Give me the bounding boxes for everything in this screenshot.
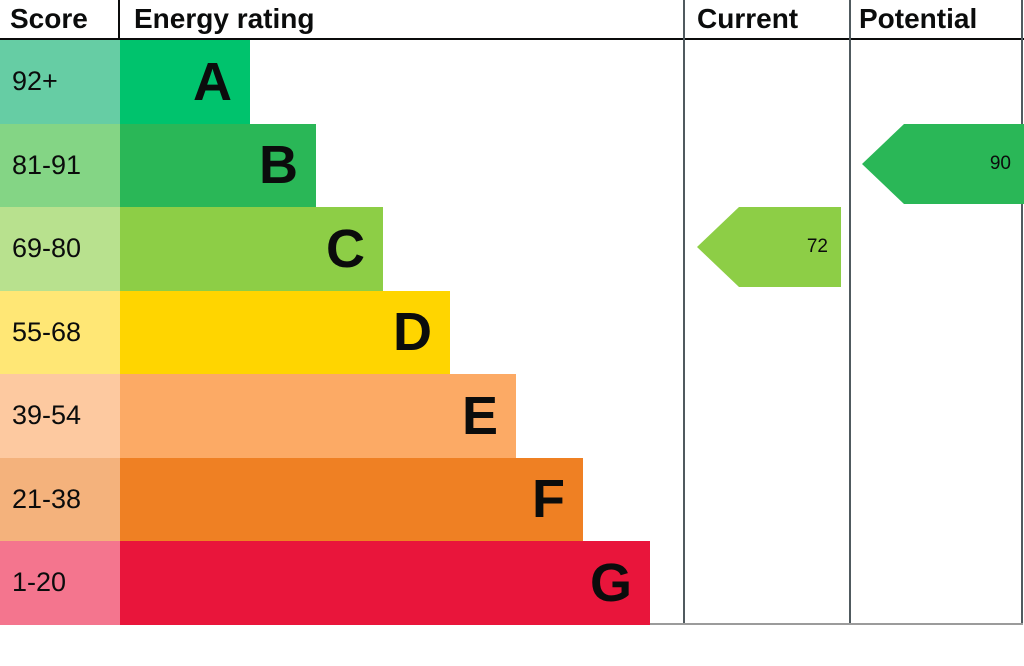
band-row-b: 81-91 B bbox=[0, 123, 683, 207]
score-range-c: 69-80 bbox=[0, 207, 120, 291]
rating-letter-f: F bbox=[532, 469, 565, 530]
band-row-e: 39-54 E bbox=[0, 374, 683, 458]
rating-letter-e: E bbox=[461, 385, 498, 446]
score-range-d: 55-68 bbox=[0, 290, 120, 374]
score-range-a: 92+ bbox=[0, 40, 120, 124]
rating-bar-b: B bbox=[120, 123, 316, 207]
header-score: Score bbox=[0, 0, 120, 38]
divider-potential-column bbox=[849, 0, 851, 624]
rating-bar-g: G bbox=[120, 541, 650, 625]
header-potential: Potential bbox=[859, 3, 978, 34]
band-row-g: 1-20 G bbox=[0, 541, 683, 625]
rating-letter-a: A bbox=[193, 51, 232, 112]
current-rating-arrow: 72 bbox=[697, 207, 841, 287]
rating-letter-d: D bbox=[393, 302, 432, 363]
rating-letter-g: G bbox=[589, 552, 632, 613]
band-row-a: 92+ A bbox=[0, 40, 683, 124]
rating-bar-e: E bbox=[120, 374, 516, 458]
band-row-d: 55-68 D bbox=[0, 290, 683, 374]
potential-rating-value: 90 bbox=[989, 153, 1011, 174]
score-range-g: 1-20 bbox=[0, 541, 120, 625]
score-range-b: 81-91 bbox=[0, 123, 120, 207]
rating-bar-f: F bbox=[120, 457, 583, 541]
rating-bar-d: D bbox=[120, 290, 450, 374]
chart-header: Score Energy rating Current Potential bbox=[0, 0, 1024, 40]
divider-current-column bbox=[683, 0, 685, 624]
band-row-f: 21-38 F bbox=[0, 457, 683, 541]
rating-letter-b: B bbox=[259, 135, 298, 196]
band-row-c: 69-80 C bbox=[0, 207, 683, 291]
current-rating-value: 72 bbox=[806, 236, 828, 257]
rating-letter-c: C bbox=[326, 218, 365, 279]
score-range-e: 39-54 bbox=[0, 374, 120, 458]
potential-rating-arrow: 90 bbox=[862, 124, 1024, 204]
header-energy-rating: Energy rating bbox=[134, 3, 315, 34]
score-range-f: 21-38 bbox=[0, 457, 120, 541]
rating-bar-a: A bbox=[120, 40, 250, 124]
divider-right-edge bbox=[1021, 0, 1023, 624]
rating-bar-c: C bbox=[120, 207, 383, 291]
rating-bands: 92+ A 81-91 B 69-80 C 55-68 D 39-54 bbox=[0, 40, 683, 625]
header-current: Current bbox=[697, 3, 799, 34]
